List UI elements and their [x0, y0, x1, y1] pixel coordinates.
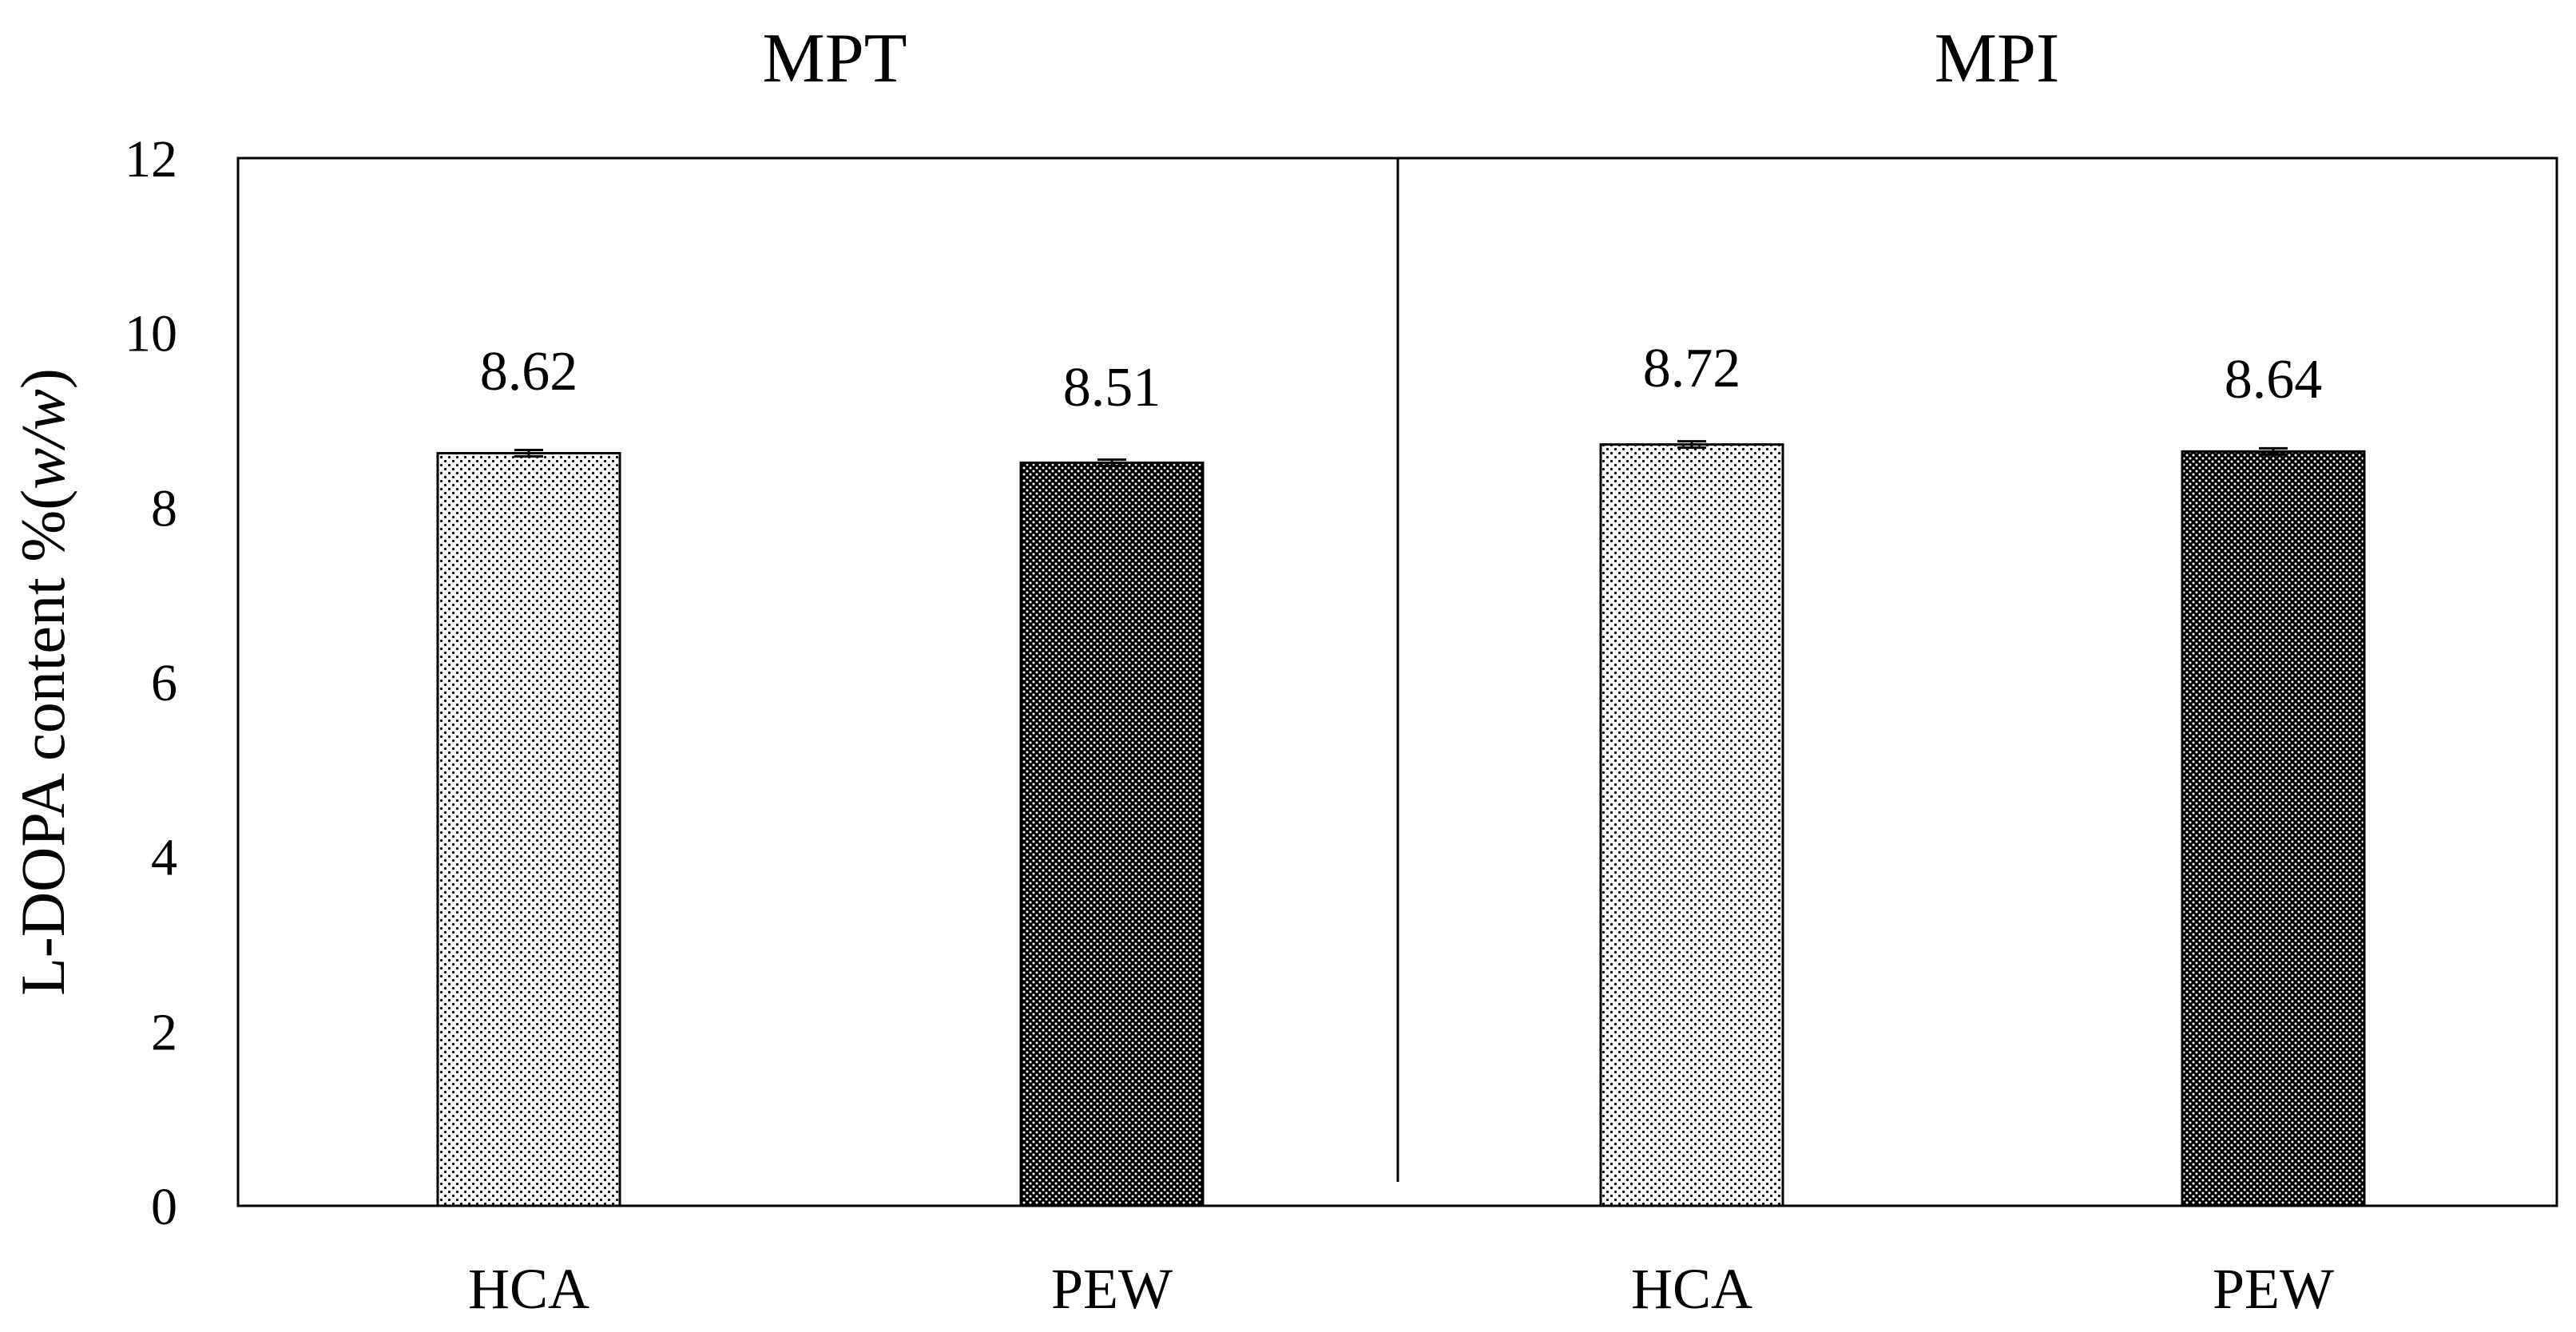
bar-mpi-hca [1599, 443, 1784, 1207]
error-bar-mpi-hca [1677, 440, 1706, 450]
bars [436, 440, 2366, 1207]
bar-mpt-hca [436, 452, 621, 1207]
y-axis-title-unit: w/w [8, 389, 77, 490]
y-tick-label: 0 [151, 1178, 177, 1236]
group-title-mpi: MPI [1935, 20, 2060, 97]
y-axis-title: L-DOPA content %(w/w) [8, 368, 77, 996]
data-label-mpi-pew: 8.64 [2225, 349, 2323, 410]
error-bar-mpi-pew [2259, 446, 2288, 456]
data-label-mpt-pew: 8.51 [1063, 357, 1161, 418]
y-tick-label: 2 [151, 1003, 177, 1061]
y-tick-label: 4 [151, 829, 177, 887]
y-tick-label: 6 [151, 654, 177, 712]
y-tick-label: 8 [151, 479, 177, 537]
data-label-mpi-hca: 8.72 [1643, 338, 1741, 399]
bar-mpi-pew [2181, 450, 2366, 1207]
error-bar-mpt-pew [1097, 458, 1126, 468]
category-label-mpi-pew: PEW [2213, 1257, 2334, 1321]
category-label-mpt-pew: PEW [1051, 1257, 1173, 1321]
category-label-mpi-hca: HCA [1631, 1257, 1752, 1321]
error-bar-mpt-hca [514, 449, 543, 458]
y-axis-title-close: ) [8, 368, 77, 389]
y-tick-label: 10 [125, 305, 177, 363]
group-title-mpt: MPT [763, 20, 907, 97]
category-label-mpt-hca: HCA [468, 1257, 589, 1321]
y-tick-label: 12 [125, 130, 177, 188]
y-axis-title-main: L-DOPA content %( [8, 490, 77, 996]
data-label-mpt-hca: 8.62 [480, 341, 578, 402]
y-axis-ticks: 0 2 4 6 8 10 12 [125, 130, 177, 1236]
bar-mpt-pew [1019, 462, 1205, 1207]
